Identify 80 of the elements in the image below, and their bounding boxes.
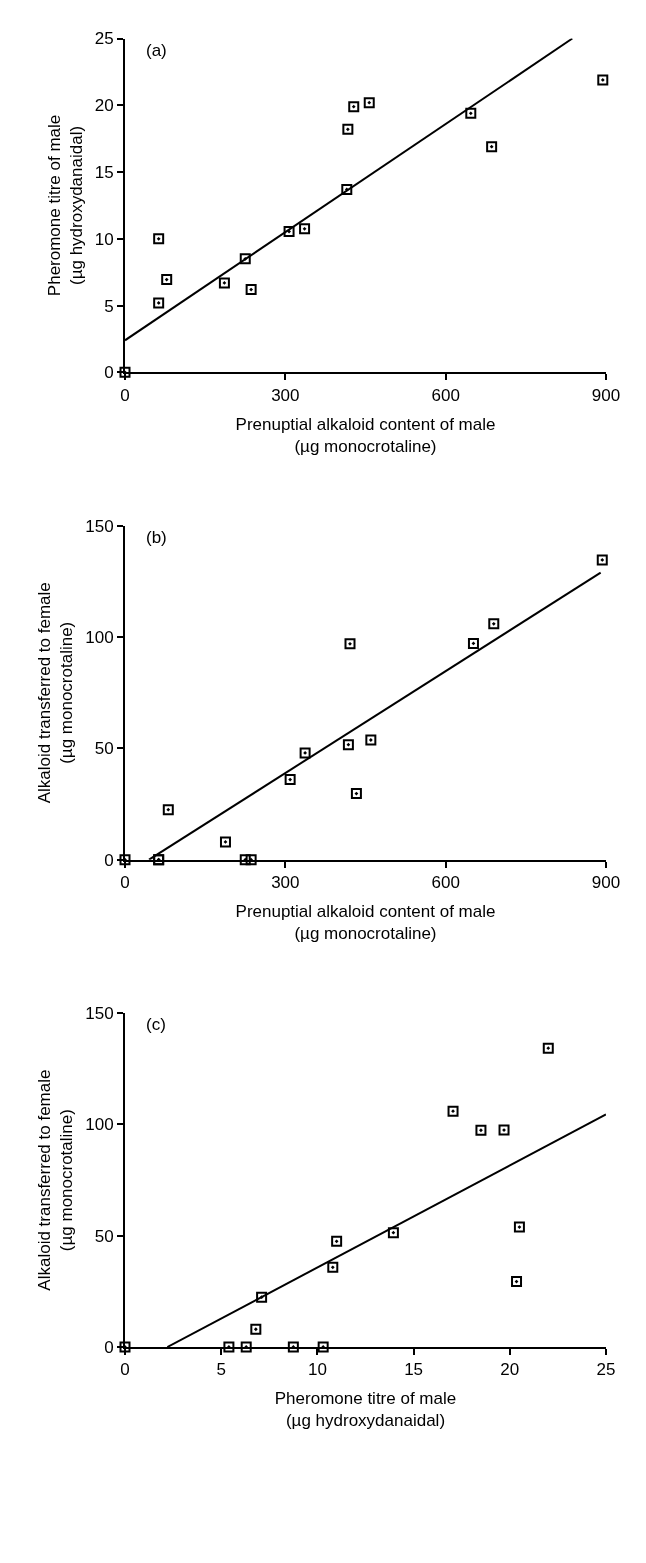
point — [467, 637, 479, 649]
point — [245, 284, 257, 296]
point — [240, 1341, 252, 1353]
y-tick-label: 10 — [94, 229, 114, 249]
annotation: (b) — [146, 528, 167, 547]
point — [348, 101, 360, 113]
point — [331, 1235, 343, 1247]
y-tick-label: 0 — [104, 1337, 114, 1357]
y-tick-label: 0 — [104, 363, 114, 383]
point — [344, 638, 356, 650]
x-tick-label: 300 — [271, 385, 300, 405]
point — [341, 183, 353, 195]
point — [153, 297, 165, 309]
point — [447, 1105, 459, 1117]
x-tick-label: 15 — [404, 1360, 424, 1380]
point — [162, 804, 174, 816]
point — [498, 1124, 510, 1136]
x-tick-label: 300 — [271, 873, 300, 893]
y-tick-label: 100 — [85, 1115, 114, 1135]
x-tick-label: 600 — [431, 873, 460, 893]
x-axis-title: Pheromone titre of male (µg hydroxydanaidal) — [274, 1389, 457, 1431]
point — [488, 618, 500, 630]
point — [342, 739, 354, 751]
point — [284, 774, 296, 786]
point — [542, 1042, 554, 1054]
point — [327, 1261, 339, 1273]
point — [350, 788, 362, 800]
x-tick-label: 0 — [120, 873, 130, 893]
y-tick-label: 25 — [94, 29, 114, 49]
point — [387, 1227, 399, 1239]
point — [161, 274, 173, 286]
y-tick-label: 5 — [104, 296, 114, 316]
y-tick-label: 50 — [94, 739, 114, 759]
point — [218, 277, 230, 289]
y-tick-label: 150 — [85, 1004, 114, 1024]
y-tick-label: 100 — [85, 628, 114, 648]
point — [365, 734, 377, 746]
y-axis-title: Alkaloid transferred to female (µg monocrotaline) — [35, 582, 77, 804]
x-tick-label: 25 — [596, 1360, 616, 1380]
y-axis-title: Alkaloid transferred to female (µg monocrotaline) — [35, 1069, 77, 1291]
x-tick-label: 5 — [216, 1360, 226, 1380]
point — [363, 97, 375, 109]
point — [299, 223, 311, 235]
x-tick-label: 10 — [307, 1360, 327, 1380]
x-tick-label: 0 — [120, 1360, 130, 1380]
y-tick-label: 15 — [94, 163, 114, 183]
x-tick-label: 600 — [431, 385, 460, 405]
point — [283, 225, 295, 237]
point — [486, 141, 498, 153]
point — [239, 253, 251, 265]
point — [475, 1124, 487, 1136]
annotation: (c) — [146, 1015, 166, 1034]
point — [219, 836, 231, 848]
y-tick-label: 20 — [94, 96, 114, 116]
point — [511, 1276, 523, 1288]
y-tick-label: 50 — [94, 1226, 114, 1246]
point — [465, 107, 477, 119]
y-tick-label: 150 — [85, 516, 114, 536]
point — [513, 1221, 525, 1233]
point — [342, 123, 354, 135]
x-tick-label: 900 — [591, 385, 621, 405]
point — [223, 1341, 235, 1353]
point — [245, 854, 257, 866]
annotation: (a) — [146, 41, 167, 60]
x-tick-label: 0 — [120, 385, 130, 405]
y-tick-label: 0 — [104, 850, 114, 870]
point — [299, 747, 311, 759]
point — [287, 1341, 299, 1353]
y-axis-title: Pheromone titre of male (µg hydroxydanaidal) — [44, 114, 86, 297]
point — [596, 554, 608, 566]
point — [250, 1323, 262, 1335]
x-axis-title: Prenuptial alkaloid content of male (µg monocrotaline) — [235, 902, 496, 944]
point — [256, 1291, 268, 1303]
x-tick-label: 20 — [500, 1360, 520, 1380]
point — [239, 854, 251, 866]
x-axis-title: Prenuptial alkaloid content of male (µg monocrotaline) — [235, 414, 496, 456]
x-tick-label: 900 — [591, 873, 621, 893]
point — [153, 233, 165, 245]
point — [317, 1341, 329, 1353]
point — [597, 74, 609, 86]
